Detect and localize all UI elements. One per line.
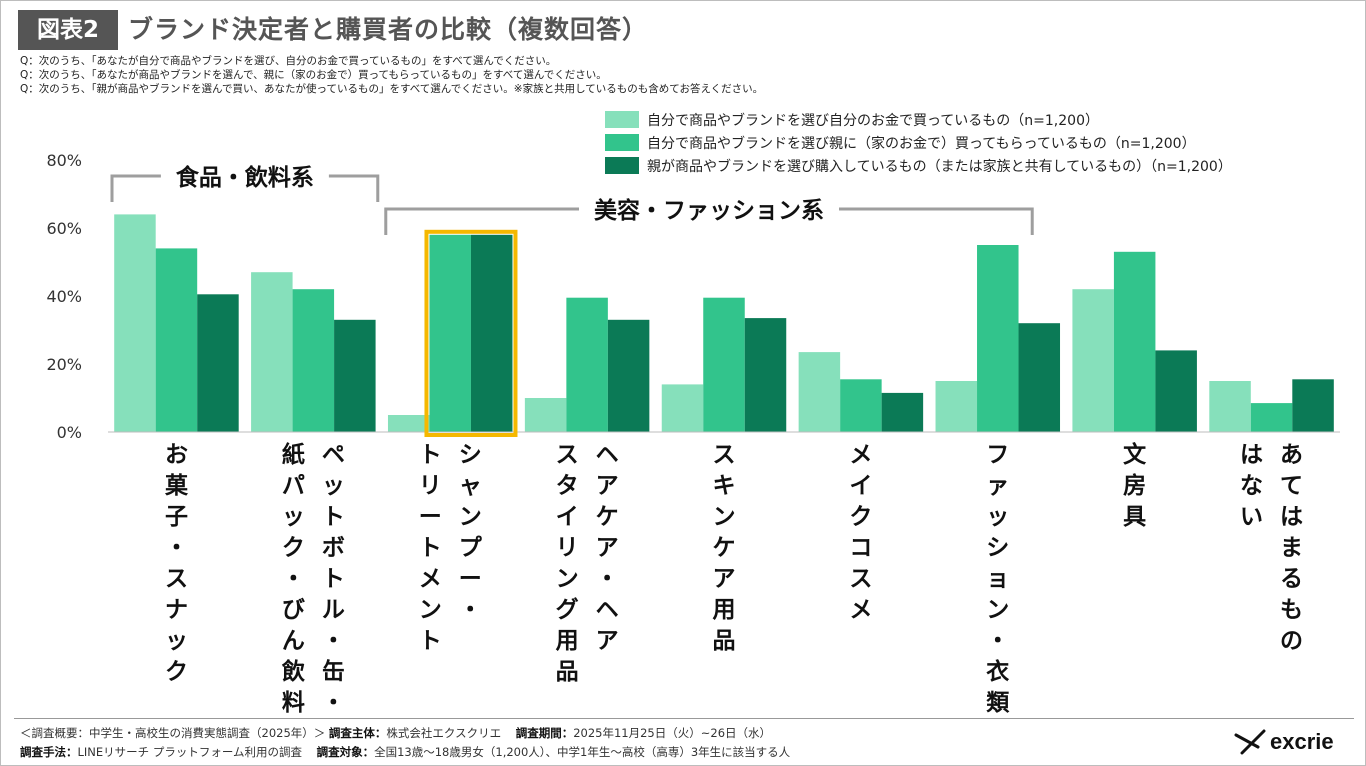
bar <box>155 248 198 432</box>
category-label: トリートメント <box>419 442 442 654</box>
legend-label-series-2: 自分で商品やブランドを選び親に（家のお金で）買ってもらっているもの（n=1,20… <box>647 135 1196 152</box>
bar <box>798 352 841 432</box>
chart-title: ブランド決定者と購買者の比較（複数回答） <box>128 15 649 44</box>
legend-item-series-1: 自分で商品やブランドを選び自分のお金で買っているもの（n=1,200） <box>605 108 1232 131</box>
survey-footer: ＜調査概要：中学生・高校生の消費実態調査（2025年）＞ 調査主体：株式会社エク… <box>20 724 790 762</box>
group-bracket-left <box>384 207 579 235</box>
category-label: メイクコスメ <box>849 442 872 623</box>
y-tick-label: 60% <box>46 219 82 238</box>
bar <box>661 384 704 432</box>
bar <box>935 381 978 432</box>
y-tick-label: 40% <box>46 287 82 306</box>
category-label: スタイリング用品 <box>556 442 579 685</box>
footer-sponsor-label: 調査主体： <box>328 726 387 740</box>
legend-swatch-series-1 <box>605 111 639 128</box>
group-label: 美容・ファッション系 <box>594 197 824 224</box>
bar <box>1113 251 1156 432</box>
bar <box>292 289 335 432</box>
category-label: ファッション・衣類 <box>986 442 1010 716</box>
legend-swatch-series-2 <box>605 134 639 151</box>
footer-period: 2025年11月25日（火）~26日（水） <box>573 726 772 740</box>
footer-method-label: 調査手法： <box>20 745 78 759</box>
category-label: 紙パック・びん飲料 <box>281 441 306 716</box>
footer-line-1: ＜調査概要：中学生・高校生の消費実態調査（2025年）＞ 調査主体：株式会社エク… <box>20 724 790 743</box>
group-label: 食品・飲料系 <box>176 164 314 191</box>
group-bracket-left <box>110 174 161 202</box>
bar <box>744 318 787 432</box>
footer-survey-overview: ＜調査概要：中学生・高校生の消費実態調査（2025年）＞ <box>20 726 326 740</box>
bar <box>114 214 156 432</box>
bar <box>566 297 608 432</box>
category-label: ヘアケア・ヘア <box>596 442 619 654</box>
legend-item-series-2: 自分で商品やブランドを選び親に（家のお金で）買ってもらっているもの（n=1,20… <box>605 131 1232 154</box>
footer-line-2: 調査手法：LINEリサーチ プラットフォーム利用の調査 調査対象：全国13歳～1… <box>20 743 790 762</box>
category-label: スキンケア用品 <box>713 442 736 654</box>
footer-period-label: 調査期間： <box>515 726 574 740</box>
figure-label: 図表2 <box>18 10 118 50</box>
legend-label-series-3: 親が商品やブランドを選び購入しているもの（または家族と共有しているもの）（n=1… <box>647 158 1232 175</box>
bar <box>1292 379 1334 432</box>
bar <box>1250 403 1293 432</box>
bar <box>334 319 376 432</box>
bar <box>429 234 471 432</box>
bar <box>387 415 430 432</box>
footer-method: LINEリサーチ プラットフォーム利用の調査 <box>77 745 302 759</box>
highlight-box <box>424 229 518 437</box>
bar <box>840 379 882 432</box>
footer-target: 全国13歳～18歳男女（1,200人）、中学1年生～高校（高専）3年生に該当する… <box>374 745 791 759</box>
legend-item-series-3: 親が商品やブランドを選び購入しているもの（または家族と共有しているもの）（n=1… <box>605 154 1232 177</box>
category-label: はない <box>1240 442 1263 530</box>
category-label: シャンプー・ <box>459 442 483 623</box>
category-label: あてはまるもの <box>1280 442 1303 654</box>
y-tick-label: 80% <box>46 151 82 170</box>
category-label: 文房具 <box>1123 441 1147 530</box>
bar <box>524 398 567 432</box>
bar <box>607 319 650 432</box>
bar <box>977 245 1019 432</box>
category-label: お菓子・スナック <box>164 442 189 685</box>
y-tick-label: 0% <box>57 423 82 442</box>
group-bracket-right <box>839 207 1034 235</box>
survey-questions: Q：次のうち、「あなたが自分で商品やブランドを選び、自分のお金で買っているもの」… <box>20 54 763 96</box>
bar <box>1072 289 1114 432</box>
y-tick-label: 20% <box>46 355 82 374</box>
logo-text: excrie <box>1270 729 1334 754</box>
bar <box>1018 323 1061 432</box>
category-label: ペットボトル・缶・ <box>322 442 345 716</box>
footer-target-label: 調査対象： <box>316 745 375 759</box>
question-1: Q：次のうち、「あなたが自分で商品やブランドを選び、自分のお金で買っているもの」… <box>20 55 557 67</box>
bar <box>251 272 293 432</box>
footer-divider <box>14 718 1354 719</box>
legend-label-series-1: 自分で商品やブランドを選び自分のお金で買っているもの（n=1,200） <box>647 112 1099 129</box>
bar <box>197 294 239 432</box>
bar <box>470 234 513 432</box>
question-3: Q：次のうち、「親が商品やブランドを選んで買い、あなたが使っているもの」をすべて… <box>20 83 764 95</box>
bar <box>703 297 745 432</box>
bar <box>1209 381 1251 432</box>
legend-swatch-series-3 <box>605 157 639 174</box>
chart-legend: 自分で商品やブランドを選び自分のお金で買っているもの（n=1,200） 自分で商… <box>605 108 1232 177</box>
bar <box>1155 350 1197 432</box>
question-2: Q：次のうち、「あなたが商品やブランドを選んで、親に（家のお金で）買ってもらって… <box>20 69 607 81</box>
bar <box>881 392 924 432</box>
excrie-logo-icon <box>1234 729 1266 755</box>
company-logo: excrie <box>1234 724 1334 760</box>
group-bracket-right <box>328 174 380 202</box>
footer-sponsor: 株式会社エクスクリエ <box>386 726 502 740</box>
